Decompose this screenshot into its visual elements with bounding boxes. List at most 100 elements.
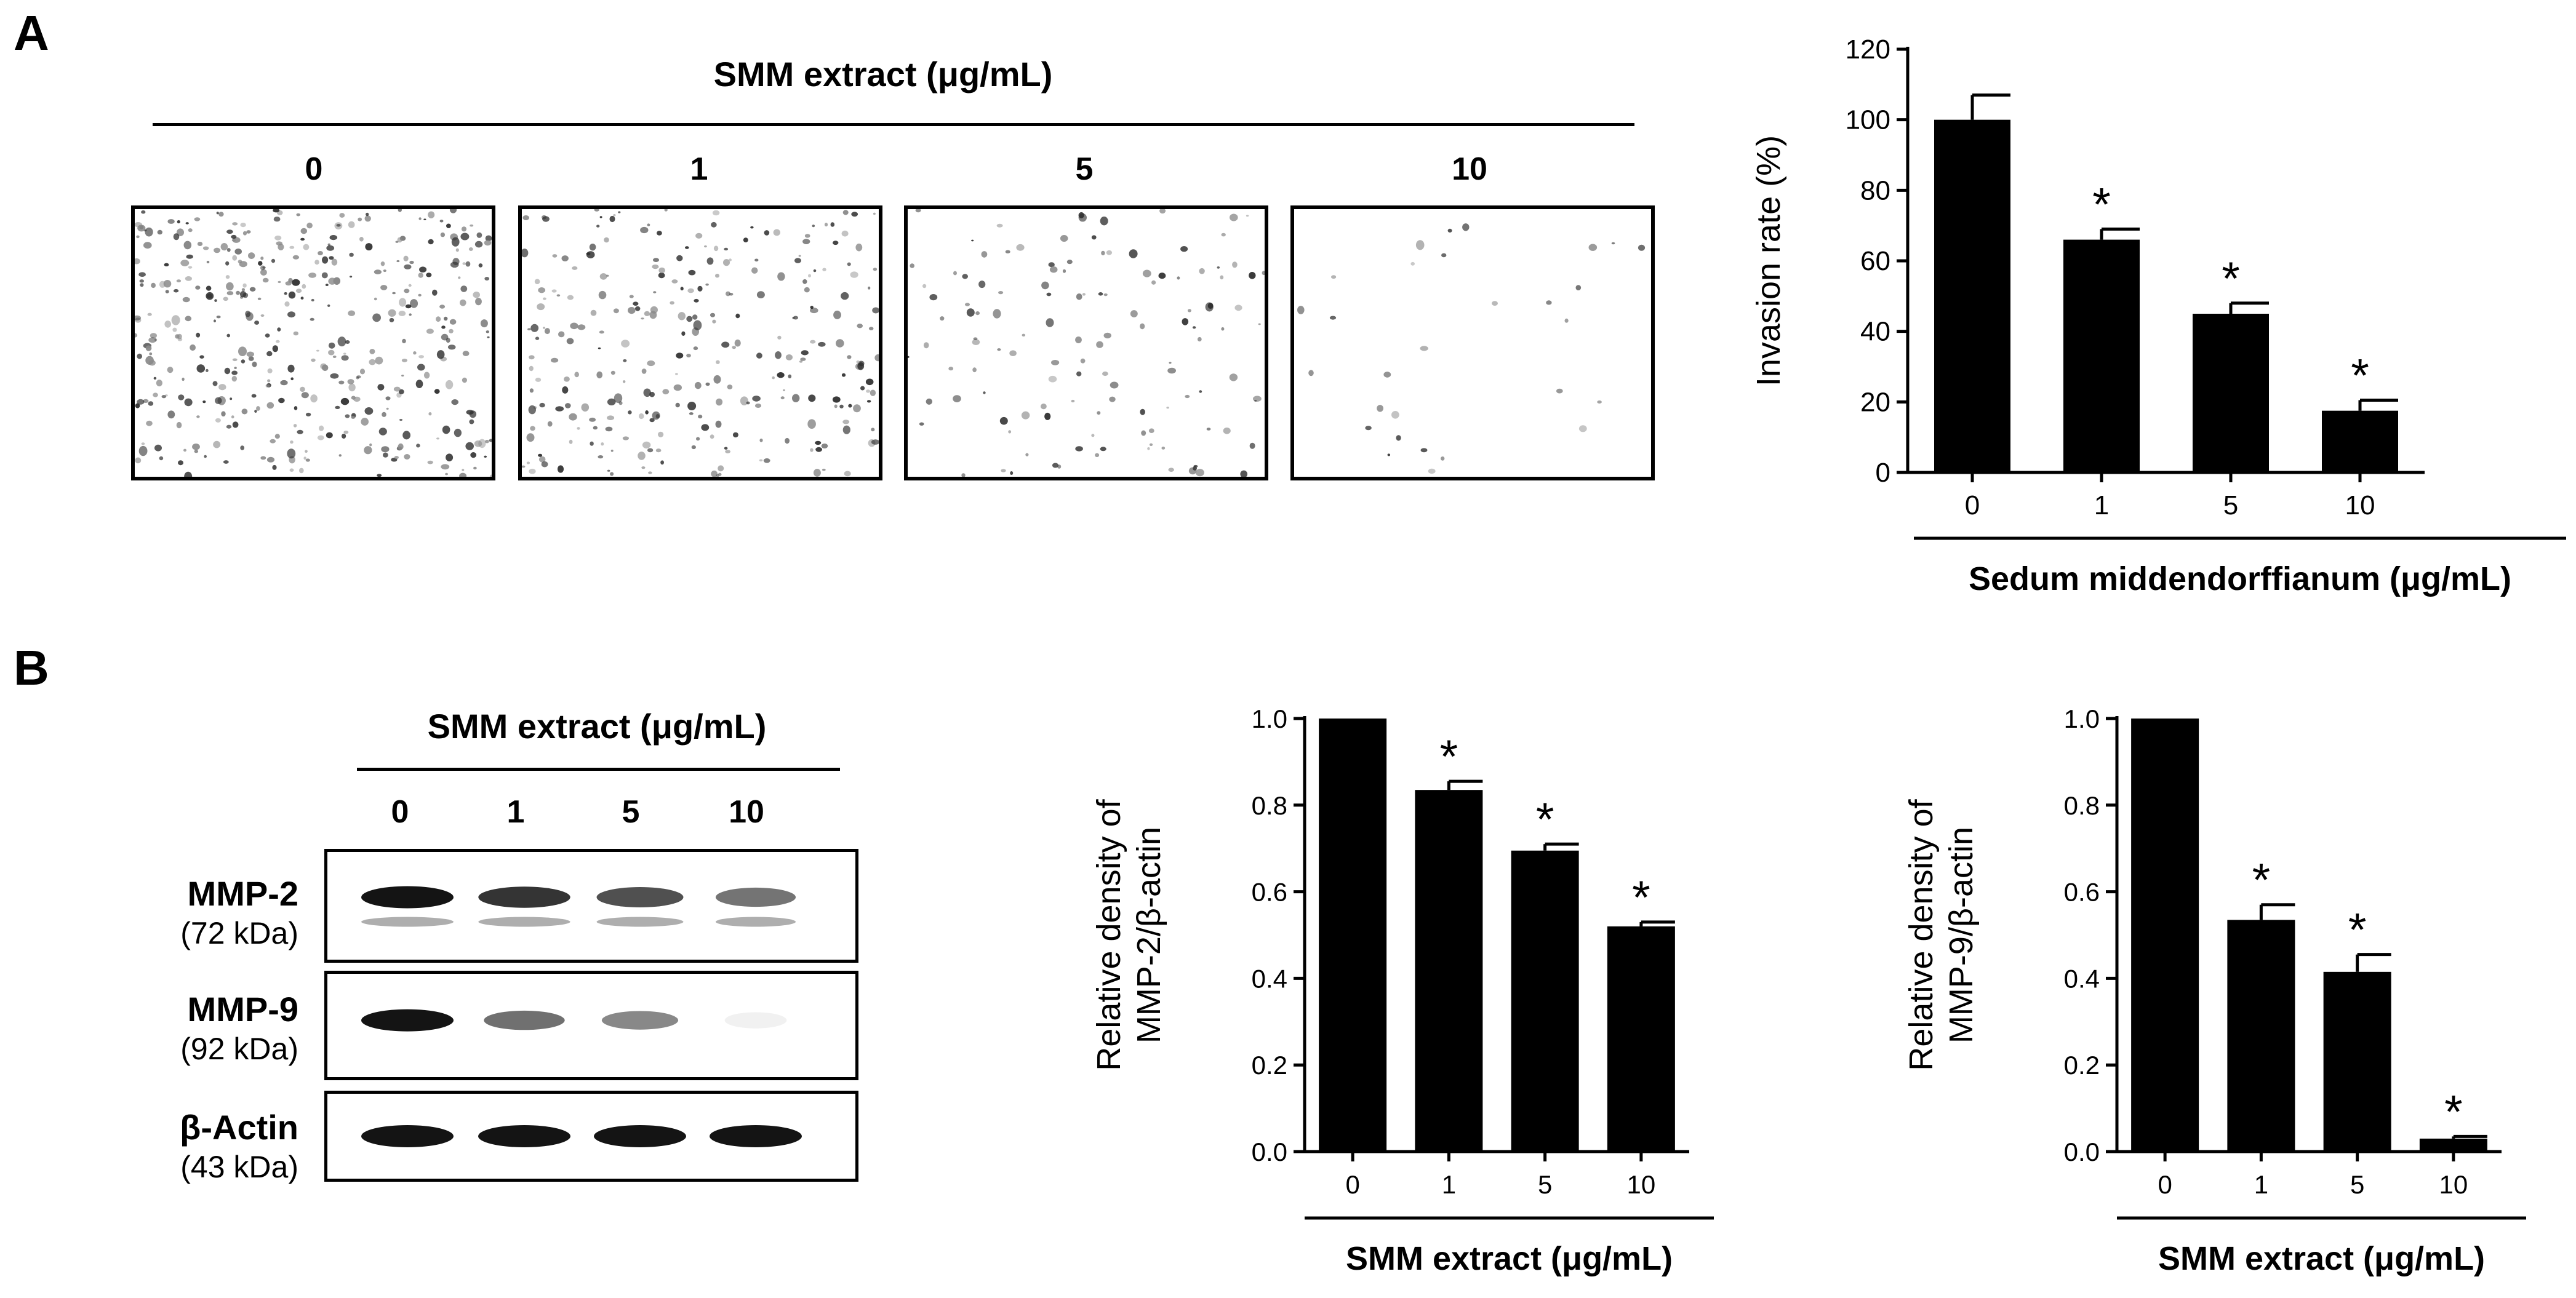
cell-spot: [369, 443, 372, 447]
cell-spot: [300, 228, 308, 234]
cell-spot: [538, 453, 543, 457]
cell-spot: [292, 255, 300, 260]
blot-band: [361, 1125, 454, 1147]
cell-spot: [159, 281, 166, 288]
cell-spot: [321, 272, 328, 279]
cell-spot: [409, 260, 414, 265]
blot-mmp2: [324, 849, 858, 963]
cell-spot: [1130, 310, 1138, 317]
cell-spot: [364, 407, 374, 415]
cell-spot: [394, 456, 399, 460]
cell-spot: [145, 345, 152, 351]
cell-spot: [658, 267, 665, 274]
cell-spot: [971, 239, 974, 242]
micrograph-1: [518, 205, 882, 480]
cell-spot: [272, 345, 278, 352]
cell-spot: [614, 393, 623, 403]
cell-spot: [694, 298, 699, 303]
cell-spot: [756, 352, 762, 359]
cell-spot: [147, 313, 152, 316]
cell-spot: [538, 456, 546, 463]
cell-spot: [288, 291, 296, 299]
cell-spot: [478, 263, 483, 268]
cell-spot: [1177, 276, 1180, 280]
cell-spot: [655, 448, 662, 453]
cell-spot: [813, 469, 821, 477]
cell-spot: [544, 328, 550, 335]
cell-spot: [153, 376, 157, 380]
cell-spot: [145, 227, 153, 237]
cell-spot: [802, 279, 807, 284]
cell-spot: [197, 242, 203, 246]
cell-spot: [392, 292, 396, 295]
cell-spot: [572, 266, 578, 270]
cell-spot: [444, 316, 448, 321]
blot-label-mmp2: MMP-2: [187, 874, 298, 913]
cell-spot: [262, 266, 266, 269]
cell-spot: [1102, 371, 1108, 376]
cell-spot: [605, 426, 613, 432]
cell-spot: [241, 288, 245, 292]
cell-spot: [449, 209, 457, 213]
cell-spot: [1180, 246, 1188, 252]
chart-mmp2-density: 0.0 0.2 0.4 0.6 0.8 1.0 0 * 1 * 5 * 10 SMM extract (μ…: [1090, 704, 1714, 1277]
cell-spot: [961, 473, 966, 477]
cell-spot: [272, 464, 277, 470]
cell-spot: [446, 223, 451, 228]
bar-10: [2419, 1138, 2487, 1152]
cell-spot: [397, 237, 402, 243]
cell-spot: [542, 216, 550, 222]
cell-spot: [214, 299, 217, 302]
cell-spot: [349, 252, 354, 257]
cell-spot: [163, 280, 172, 288]
bar-10: [2322, 410, 2398, 472]
cell-spot: [171, 315, 180, 325]
panel-a-conc-1: 1: [690, 151, 708, 187]
cell-spot: [799, 360, 803, 363]
cell-spot: [641, 368, 647, 374]
cell-spot: [386, 407, 389, 410]
cell-spot: [462, 377, 468, 383]
cell-spot: [718, 465, 724, 472]
cell-spot: [687, 402, 697, 410]
cell-spot: [953, 395, 961, 402]
cell-spot: [775, 351, 782, 359]
cell-spot: [461, 226, 467, 232]
cell-spot: [873, 268, 878, 271]
cell-spot: [1221, 233, 1226, 237]
cell-spot: [644, 311, 650, 316]
cell-spot: [462, 351, 470, 356]
cell-spot: [226, 333, 230, 338]
blot-band-secondary: [478, 917, 570, 927]
cell-spot: [724, 247, 729, 251]
cell-spot: [342, 434, 346, 439]
y-tick-label: 80: [1860, 175, 1890, 205]
cell-spot: [369, 359, 376, 365]
cell-spot: [460, 233, 470, 241]
cell-spot: [343, 431, 349, 434]
x-tick-label: 1: [2094, 490, 2109, 520]
cell-spot: [300, 237, 305, 241]
cell-spot: [172, 327, 177, 332]
cell-spot: [135, 222, 142, 228]
cell-spot: [252, 361, 257, 367]
cell-spot: [322, 256, 329, 264]
cell-spot: [701, 424, 710, 431]
cell-spot: [331, 258, 338, 266]
cell-spot: [459, 472, 467, 477]
cell-spot: [428, 211, 435, 218]
y-tick-label: 100: [1846, 105, 1890, 135]
blot-band-secondary: [361, 917, 454, 927]
cell-spot: [590, 309, 597, 316]
cell-spot: [377, 384, 385, 391]
cell-spot: [416, 444, 420, 448]
cell-spot: [380, 261, 385, 266]
cell-spot: [822, 268, 826, 271]
panel-a-header: SMM extract (μg/mL): [713, 55, 1053, 94]
x-axis-title: SMM extract (μg/mL): [1346, 1240, 1673, 1277]
cell-spot: [756, 291, 765, 298]
cell-spot: [273, 209, 280, 213]
significance-marker: *: [2252, 854, 2271, 907]
cell-spot: [316, 349, 319, 352]
micrograph-cells-2: [908, 209, 1265, 477]
